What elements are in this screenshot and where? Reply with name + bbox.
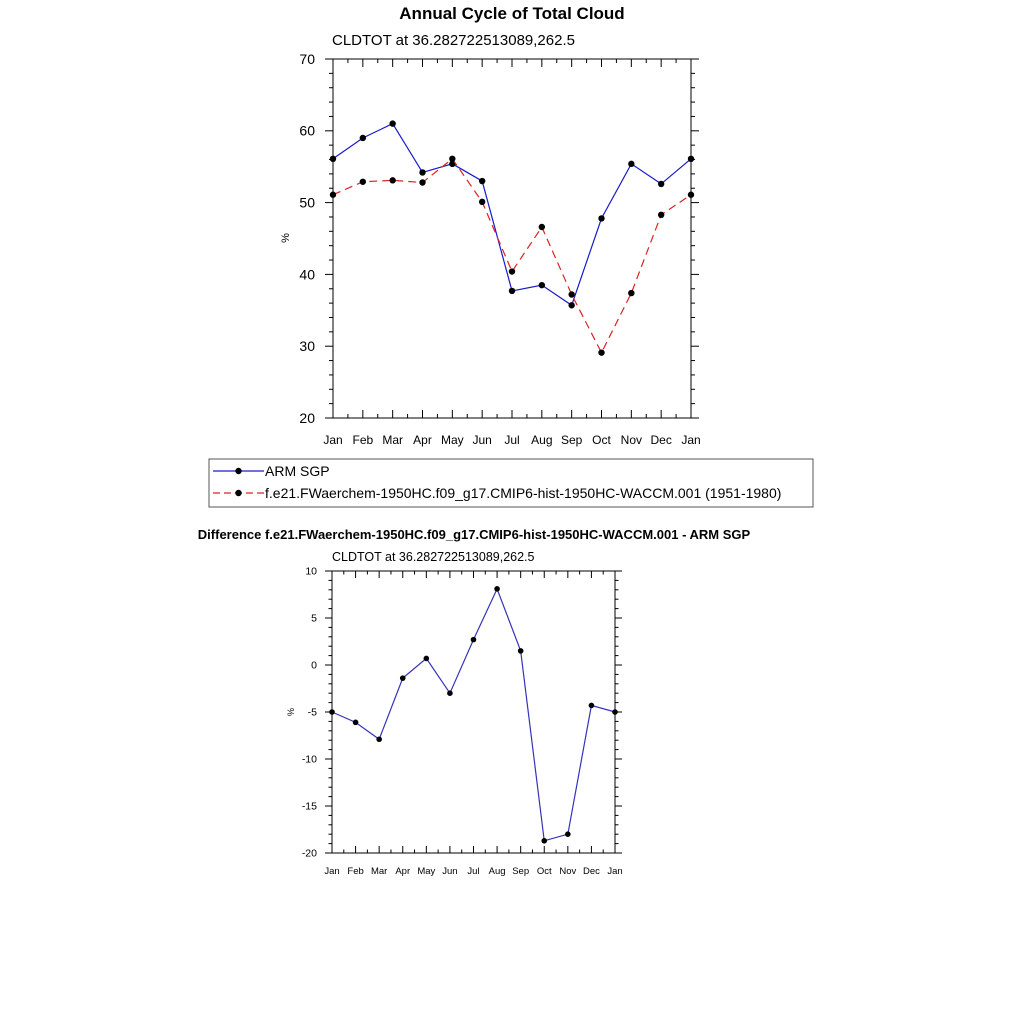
- data-point-series-0: [359, 134, 367, 142]
- data-point-series-0: [517, 648, 524, 654]
- legend-marker-arm-sgp: [235, 467, 242, 475]
- data-point-series-0: [399, 675, 406, 681]
- data-point-series-0: [598, 215, 605, 222]
- legend-label-arm-sgp: ARM SGP: [265, 463, 330, 479]
- data-point-series-1: [449, 155, 456, 163]
- y-tick-label: 30: [299, 338, 315, 354]
- data-point-series-1: [657, 211, 665, 219]
- x-tick-label: Apr: [413, 433, 432, 447]
- x-tick-label: Jan: [323, 433, 342, 447]
- x-tick-label: Jun: [472, 433, 491, 447]
- difference-chart: Difference f.e21.FWaerchem-1950HC.f09_g1…: [198, 527, 751, 877]
- data-point-series-0: [419, 169, 426, 176]
- difference-subtitle: CLDTOT at 36.282722513089,262.5: [332, 550, 535, 564]
- data-point-series-1: [687, 191, 695, 198]
- x-tick-label: Sep: [512, 866, 529, 877]
- legend-frame: [208, 458, 814, 508]
- data-point-series-1: [478, 198, 486, 206]
- y-axis-label: %: [280, 233, 292, 243]
- top-plot-area: Jan Feb Mar Apr May Jun Jul Aug Sep Oct Nov Dec Jan 2…: [299, 51, 700, 447]
- x-tick-label: Apr: [395, 866, 410, 877]
- x-tick-label: Aug: [531, 433, 552, 447]
- difference-y-axis-label: %: [286, 708, 296, 716]
- x-tick-label: Jan: [607, 866, 622, 877]
- y-tick-label: -5: [308, 707, 317, 719]
- x-tick-label: May: [417, 866, 435, 877]
- x-tick-label: Nov: [559, 866, 576, 877]
- difference-title: Difference f.e21.FWaerchem-1950HC.f09_g1…: [198, 527, 751, 542]
- data-point-series-1: [419, 179, 426, 186]
- y-tick-label: 50: [299, 195, 315, 211]
- data-point-series-0: [568, 302, 575, 309]
- data-point-series-0: [478, 177, 486, 185]
- data-point-series-0: [423, 655, 430, 662]
- x-tick-label: Jul: [504, 433, 519, 447]
- legend-entry-model: f.e21.FWaerchem-1950HC.f09_g17.CMIP6-his…: [213, 485, 781, 501]
- y-tick-label: 70: [299, 51, 315, 67]
- x-tick-label: Jun: [442, 866, 457, 877]
- bottom-plot-area: Jan Feb Mar Apr May Jun Jul Aug Sep Oct Nov Dec Jan-…: [302, 566, 623, 877]
- data-point-series-0: [494, 586, 500, 592]
- data-point-series-1: [359, 178, 367, 185]
- x-tick-label: Jan: [681, 433, 700, 447]
- data-point-series-0: [470, 636, 477, 643]
- x-tick-label: Mar: [371, 866, 387, 877]
- y-tick-label: -10: [302, 754, 317, 766]
- x-tick-label: Dec: [650, 433, 671, 447]
- y-tick-label: 20: [299, 410, 315, 426]
- y-tick-label: 40: [299, 266, 315, 282]
- data-point-series-1: [389, 177, 396, 184]
- data-point-series-0: [376, 736, 382, 743]
- data-point-series-1: [568, 291, 575, 298]
- data-point-series-0: [588, 702, 595, 709]
- data-point-series-0: [508, 287, 516, 295]
- data-point-series-0: [612, 709, 618, 715]
- y-tick-label: 0: [311, 660, 317, 672]
- legend-entry-arm-sgp: ARM SGP: [213, 463, 330, 479]
- y-tick-label: 10: [305, 566, 317, 578]
- data-point-series-0: [447, 690, 453, 696]
- data-point-series-1: [538, 223, 546, 231]
- y-tick-label: -15: [302, 801, 317, 813]
- data-point-series-1: [598, 349, 605, 356]
- data-point-series-0: [687, 155, 695, 163]
- x-tick-label: Oct: [537, 866, 552, 877]
- x-tick-label: Sep: [561, 433, 583, 447]
- data-point-series-1: [329, 191, 337, 198]
- data-point-series-0: [329, 709, 335, 715]
- data-point-series-0: [389, 120, 396, 127]
- data-point-series-0: [628, 160, 635, 168]
- y-tick-label: 60: [299, 123, 315, 139]
- data-point-series-0: [565, 831, 571, 837]
- x-tick-label: Dec: [583, 866, 600, 877]
- legend-label-model: f.e21.FWaerchem-1950HC.f09_g17.CMIP6-his…: [265, 485, 781, 501]
- data-point-series-0: [329, 155, 337, 163]
- data-point-series-0: [541, 837, 548, 844]
- legend-marker-model: [235, 489, 242, 497]
- data-point-series-0: [352, 719, 359, 726]
- data-point-series-1: [628, 289, 635, 297]
- data-point-series-0: [657, 180, 665, 188]
- data-point-series-0: [449, 160, 456, 168]
- x-tick-label: Jul: [467, 866, 479, 877]
- legend: ARM SGP f.e21.FWaerchem-1950HC.f09_g17.C…: [208, 458, 814, 508]
- x-tick-label: Feb: [352, 433, 373, 447]
- data-point-series-0: [538, 281, 546, 289]
- y-tick-label: -20: [302, 848, 317, 860]
- x-tick-label: Feb: [347, 866, 363, 877]
- data-point-series-1: [508, 268, 516, 275]
- x-tick-label: Mar: [382, 433, 403, 447]
- chart-title: Annual Cycle of Total Cloud: [399, 4, 624, 23]
- x-tick-label: May: [441, 433, 464, 447]
- x-tick-label: Aug: [489, 866, 506, 877]
- annual-cycle-chart: Annual Cycle of Total Cloud CLDTOT at 36…: [208, 4, 814, 508]
- y-tick-label: 5: [311, 613, 317, 625]
- x-tick-label: Oct: [592, 433, 611, 447]
- x-tick-label: Nov: [621, 433, 642, 447]
- chart-subtitle: CLDTOT at 36.282722513089,262.5: [332, 32, 575, 49]
- x-tick-label: Jan: [324, 866, 339, 877]
